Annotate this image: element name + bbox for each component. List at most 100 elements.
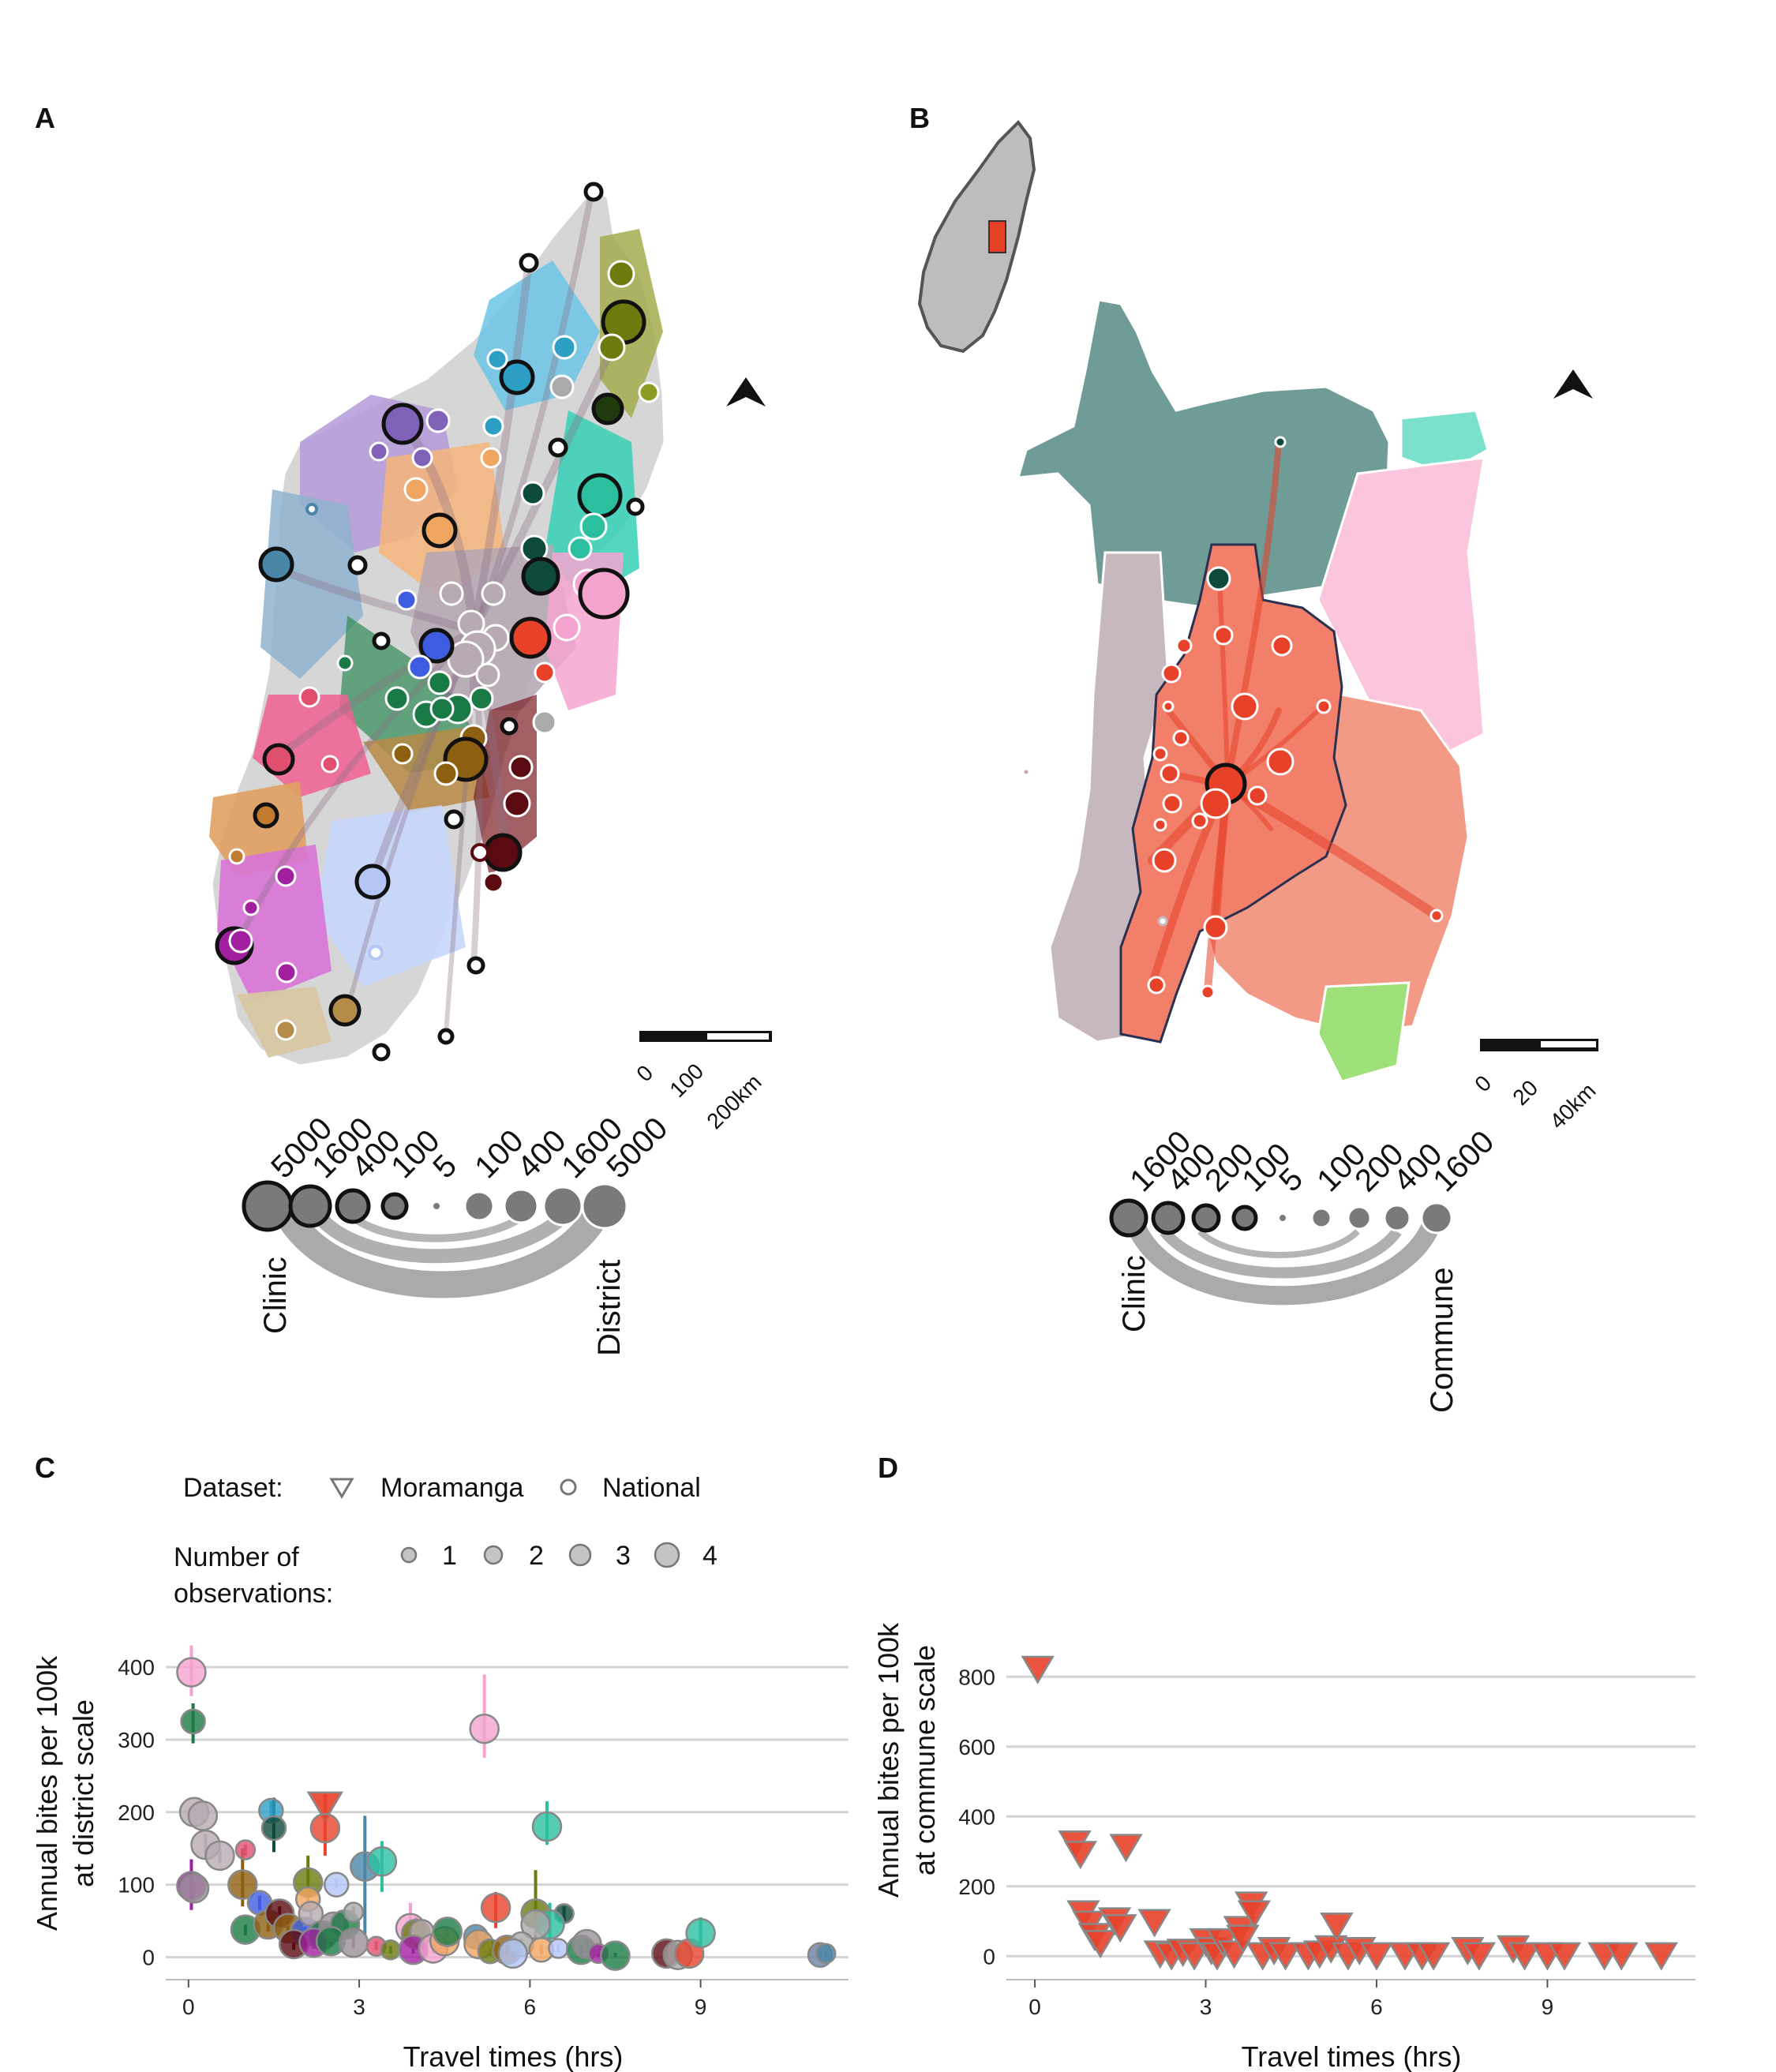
data-point-circle xyxy=(324,1872,350,1898)
y-tick-label: 400 xyxy=(958,1804,995,1829)
data-point-circle xyxy=(227,1869,258,1900)
data-point-triangle xyxy=(1237,1900,1272,1929)
y-tick-label: 100 xyxy=(118,1873,155,1898)
data-point-triangle xyxy=(1547,1942,1582,1971)
chart-c: 0 100 200 300 400 0 3 6 9 Travel times (hrs) Ann… xyxy=(31,1645,849,2072)
y-tick-label: 200 xyxy=(118,1800,155,1825)
data-point-circle xyxy=(234,1839,257,1860)
x-tick-label: 6 xyxy=(524,1995,537,2019)
north-arrow-icon xyxy=(1553,369,1593,399)
data-point-circle xyxy=(338,1927,369,1958)
legend-dataset-national: National xyxy=(602,1473,701,1503)
south-commune-region xyxy=(1317,981,1411,1083)
chart-c-x-axis-title: Travel times (hrs) xyxy=(403,2040,624,2072)
y-tick-label: 0 xyxy=(142,1945,155,1969)
legend-obs-3: 3 xyxy=(616,1541,631,1571)
data-point-circle xyxy=(180,1708,206,1735)
map-a: 0 100 200km 5000 1600 400 100 5 100 400 … xyxy=(209,182,772,1356)
data-point-triangle xyxy=(1268,1942,1302,1971)
legend-dataset-title: Dataset: xyxy=(183,1473,283,1503)
chart-c-points xyxy=(176,1657,837,1971)
data-point-circle xyxy=(204,1840,235,1872)
data-point-circle xyxy=(469,1713,500,1744)
region-west-steelblue xyxy=(260,489,363,679)
scale-tick-40km: 40km xyxy=(1545,1078,1600,1133)
data-point-triangle xyxy=(1063,1841,1097,1870)
data-point-circle xyxy=(531,1811,563,1842)
data-point-triangle xyxy=(1103,1914,1137,1943)
scale-tick-0: 0 xyxy=(1470,1070,1496,1096)
data-point-circle xyxy=(432,1917,463,1947)
chart-d-y-axis-title-line2: at commune scale xyxy=(909,1645,941,1875)
chart-c-y-axis-title-line2: at district scale xyxy=(67,1699,99,1887)
data-point-triangle xyxy=(1359,1942,1394,1971)
data-point-circle xyxy=(480,1892,511,1924)
scale-tick-200km: 200km xyxy=(702,1070,766,1133)
legend-obs-title-line1: Number of xyxy=(174,1542,299,1572)
data-point-triangle xyxy=(1508,1942,1542,1971)
scale-tick-20: 20 xyxy=(1508,1075,1542,1110)
legend-clinic-label: Clinic xyxy=(258,1257,293,1334)
data-point-circle xyxy=(187,1800,219,1831)
clinic-markers-national xyxy=(215,182,660,1062)
size-legend-a: 5000 1600 400 100 5 100 400 1600 5000 Cl… xyxy=(242,1111,674,1356)
data-point-circle xyxy=(260,1815,287,1842)
legend-obs-4: 4 xyxy=(703,1541,718,1571)
x-tick-label: 6 xyxy=(1370,1995,1383,2019)
legend-commune-label: Commune xyxy=(1425,1267,1459,1413)
data-point-triangle xyxy=(1021,1655,1055,1684)
data-point-triangle xyxy=(1644,1942,1678,1971)
size-legend-b: 1600 400 200 100 5 100 200 400 1600 Clin… xyxy=(1109,1124,1501,1413)
chart-d: 0 200 400 600 800 0 3 6 9 Travel times (hrs) Ann… xyxy=(872,1622,1695,2072)
chart-d-ticks: 0 200 400 600 800 0 3 6 9 xyxy=(958,1665,1553,2019)
chart-d-y-axis-title-line1: Annual bites per 100k xyxy=(872,1622,905,1898)
chart-c-y-axis-title-line1: Annual bites per 100k xyxy=(31,1655,63,1931)
panel-label-d: D xyxy=(878,1452,898,1484)
region-south-lightblue xyxy=(316,805,466,987)
y-tick-label: 0 xyxy=(983,1944,995,1969)
data-point-triangle xyxy=(1320,1912,1354,1941)
data-point-circle xyxy=(178,1872,210,1904)
chart-d-points xyxy=(1021,1655,1678,1971)
data-point-triangle xyxy=(306,1791,344,1823)
legend-c: Dataset: Moramanga National Number of ob… xyxy=(174,1473,718,1609)
y-tick-label: 600 xyxy=(958,1735,995,1759)
region-east-darkred xyxy=(474,695,537,876)
data-point-circle xyxy=(176,1657,207,1688)
data-point-circle xyxy=(343,1902,365,1923)
chart-c-ticks: 0 100 200 300 400 0 3 6 9 xyxy=(118,1655,706,2019)
x-tick-label: 0 xyxy=(182,1995,195,2019)
data-point-circle xyxy=(309,1812,341,1844)
y-tick-label: 300 xyxy=(118,1728,155,1752)
obs-size-4-icon xyxy=(654,1542,680,1568)
scale-bar-b: 0 20 40km xyxy=(1470,1039,1601,1133)
x-tick-label: 9 xyxy=(695,1995,707,2019)
panel-label-a: A xyxy=(35,102,55,134)
chart-d-x-axis-title: Travel times (hrs) xyxy=(1242,2040,1462,2072)
moramanga-inset-highlight xyxy=(988,220,1006,253)
y-tick-label: 400 xyxy=(118,1655,155,1680)
legend-clinic-label: Clinic xyxy=(1117,1255,1152,1332)
x-tick-label: 9 xyxy=(1542,1995,1554,2019)
data-point-triangle xyxy=(1137,1909,1171,1938)
data-point-circle xyxy=(497,1938,528,1969)
east-district-region xyxy=(1317,456,1486,759)
data-point-circle xyxy=(548,1938,569,1959)
data-point-triangle xyxy=(1416,1942,1451,1971)
data-point-circle xyxy=(366,1846,398,1877)
obs-size-2-icon xyxy=(483,1545,504,1565)
panel-label-b: B xyxy=(909,102,930,134)
data-point-triangle xyxy=(1462,1942,1497,1971)
x-tick-label: 0 xyxy=(1029,1995,1041,2019)
legend-obs-2: 2 xyxy=(529,1541,544,1571)
scale-tick-0: 0 xyxy=(631,1060,658,1086)
madagascar-inset-map xyxy=(917,119,1036,354)
x-tick-label: 3 xyxy=(353,1995,365,2019)
scale-tick-100: 100 xyxy=(665,1058,708,1102)
clinic-markers-moramanga xyxy=(1021,436,1444,1000)
data-point-circle xyxy=(600,1940,631,1971)
legend-dataset-moramanga: Moramanga xyxy=(380,1473,524,1503)
y-tick-label: 800 xyxy=(958,1665,995,1689)
legend-obs-1: 1 xyxy=(442,1541,457,1571)
